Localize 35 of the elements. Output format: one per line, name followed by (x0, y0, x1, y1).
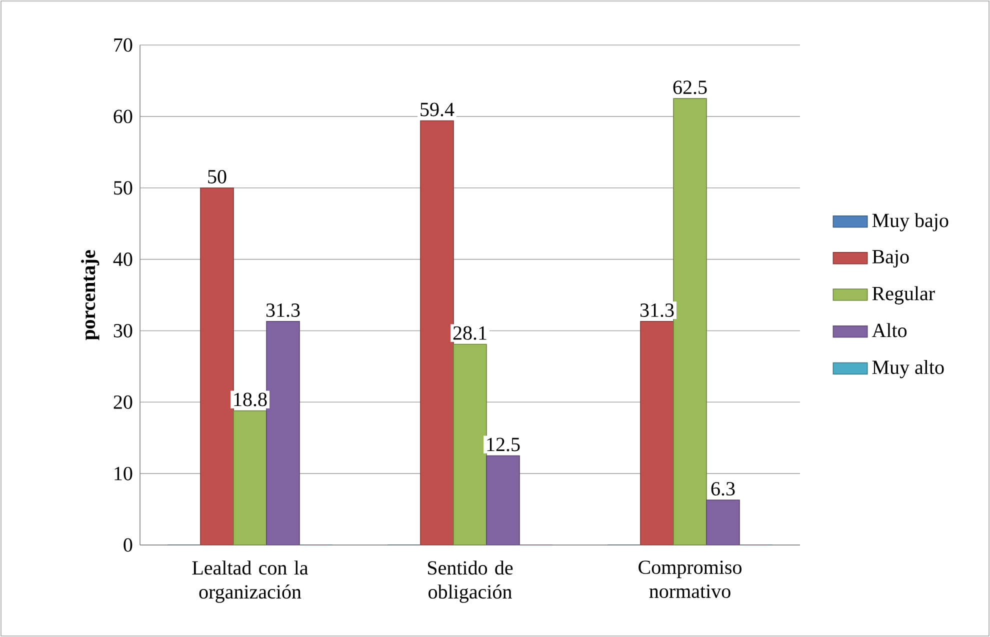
data-label: 31.3 (640, 304, 674, 318)
y-tick-label: 70 (114, 38, 132, 52)
data-label: 12.5 (487, 438, 520, 452)
bar (420, 120, 454, 545)
y-tick-label: 20 (114, 395, 132, 409)
legend-label: Alto (872, 323, 907, 338)
y-tick-label: 30 (114, 324, 132, 338)
bar (640, 321, 674, 545)
y-axis-title: porcentaje (81, 250, 100, 340)
bar (706, 500, 740, 545)
bar (453, 344, 487, 545)
data-label: 31.3 (266, 304, 300, 318)
y-tick-label: 0 (124, 538, 132, 552)
data-label: 28.1 (453, 326, 486, 340)
data-label: 6.3 (711, 482, 735, 496)
legend-label: Muy alto (872, 360, 944, 378)
data-label: 50 (208, 170, 226, 184)
x-tick-label: Lealtad con la organización (192, 560, 308, 603)
legend-label: Bajo (872, 250, 909, 268)
bar (233, 410, 267, 545)
y-tick-label: 50 (114, 181, 132, 195)
data-label: 59.4 (420, 102, 454, 116)
y-tick-label: 10 (114, 466, 132, 480)
bar (486, 455, 520, 545)
x-tick-label: Compromiso normativo (638, 560, 742, 598)
x-tick-label: Sentido de obligación (428, 560, 513, 603)
bar (673, 98, 707, 545)
data-label: 18.8 (234, 392, 267, 406)
data-label: 62.5 (673, 80, 707, 94)
y-tick-label: 40 (113, 252, 132, 266)
y-tick-label: 60 (114, 110, 132, 124)
bar (266, 321, 300, 545)
legend-label: Muy bajo (872, 213, 948, 232)
bar (200, 187, 234, 545)
legend-label: Regular (872, 286, 935, 304)
